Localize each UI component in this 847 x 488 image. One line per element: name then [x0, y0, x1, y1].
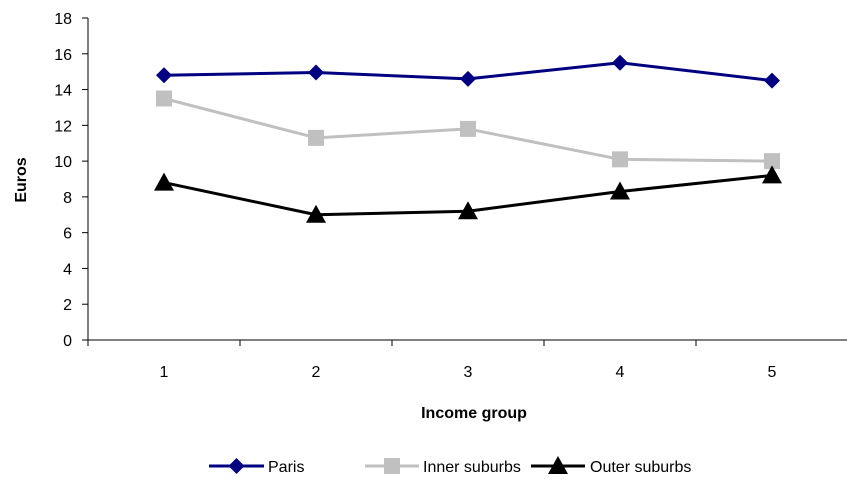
y-tick-label: 4: [63, 261, 72, 278]
y-axis-title: Euros: [13, 157, 30, 202]
legend-label: Outer suburbs: [590, 459, 691, 476]
data-point: [764, 72, 780, 89]
series-inner-suburbs: [156, 90, 780, 170]
y-tick-label: 6: [63, 226, 72, 243]
x-tick-label: 5: [768, 364, 777, 381]
legend-item: Outer suburbs: [531, 456, 691, 476]
data-point: [612, 151, 628, 168]
series-outer-suburbs: [154, 165, 782, 223]
y-tick-label: 0: [63, 333, 72, 350]
y-tick-label: 2: [63, 297, 72, 314]
x-axis: 1 2 3 4 5: [87, 339, 847, 381]
y-tick-label: 8: [63, 190, 72, 207]
legend: Paris Inner suburbs Outer suburbs: [209, 456, 691, 476]
y-tick-label: 18: [54, 11, 72, 28]
legend-item: Inner suburbs: [365, 458, 521, 476]
y-tick-label: 10: [54, 154, 72, 171]
x-tick-label: 4: [616, 364, 625, 381]
legend-marker: [548, 456, 568, 474]
data-point: [156, 90, 172, 107]
y-axis: 0 2 4 6 8 10 12 14 16 18: [54, 11, 89, 350]
x-tick-label: 2: [312, 364, 321, 381]
legend-label: Inner suburbs: [423, 459, 521, 476]
x-tick-label: 1: [160, 364, 169, 381]
legend-marker: [384, 458, 400, 474]
data-point: [308, 129, 324, 146]
data-point: [308, 64, 324, 81]
data-point: [764, 153, 780, 170]
data-point: [460, 120, 476, 137]
data-point: [610, 181, 630, 200]
data-point: [762, 165, 782, 184]
y-tick-label: 14: [54, 83, 72, 100]
series-paris: [156, 54, 780, 89]
legend-label: Paris: [268, 459, 304, 476]
data-point: [154, 172, 174, 191]
x-axis-title: Income group: [421, 405, 527, 422]
series-layer: [154, 54, 782, 223]
y-tick-label: 12: [54, 118, 72, 135]
data-point: [460, 70, 476, 87]
x-tick-label: 3: [464, 364, 473, 381]
data-point: [458, 201, 478, 220]
legend-marker: [228, 458, 245, 474]
data-point: [156, 67, 172, 84]
data-point: [612, 54, 628, 71]
legend-item: Paris: [209, 458, 304, 476]
data-point: [306, 204, 326, 223]
y-tick-label: 16: [54, 47, 72, 64]
